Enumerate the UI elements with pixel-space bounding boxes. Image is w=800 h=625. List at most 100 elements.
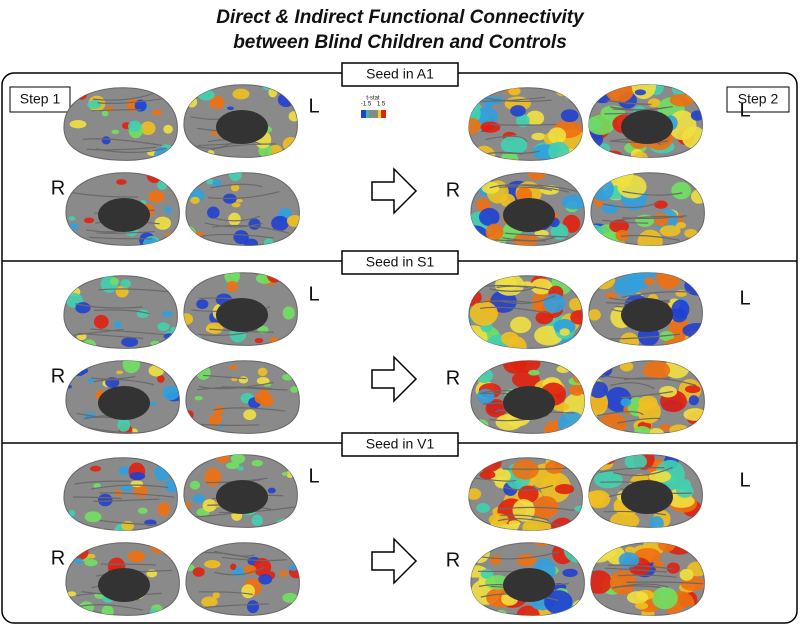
activation-spot (227, 106, 234, 111)
activation-spot (228, 365, 238, 370)
activation-spot (152, 109, 163, 116)
activation-spot (156, 275, 164, 279)
sulcus (204, 222, 263, 228)
arrow (371, 167, 418, 215)
activation-spot (470, 225, 489, 246)
activation-spot (511, 360, 541, 373)
activation-spot (508, 87, 521, 96)
sulcus (621, 291, 691, 298)
sulcus (198, 381, 274, 390)
activation-spot (148, 190, 165, 203)
activation-spot (183, 281, 194, 292)
activation-spot (157, 502, 171, 517)
activation-spot (264, 238, 274, 246)
activation-spot (185, 226, 197, 242)
activation-spot (561, 87, 583, 101)
activation-spot (468, 334, 485, 349)
activation-spot (681, 360, 697, 368)
activation-spot (93, 314, 109, 329)
activation-spot (90, 465, 102, 472)
activation-spot (468, 526, 485, 531)
sulcus (198, 591, 253, 596)
hemisphere-label: L (308, 95, 319, 117)
arrow (371, 537, 418, 585)
sulcus (98, 288, 172, 293)
sulcus (90, 328, 166, 336)
activation-spot (120, 485, 133, 492)
activation-spot (161, 310, 173, 318)
activation-spot (676, 484, 694, 498)
activation-spot (192, 567, 205, 577)
activation-spot (76, 87, 88, 100)
activation-spot (157, 375, 165, 383)
activation-spot (231, 202, 241, 208)
colorbar: -1.5 t-stat 1.5 (361, 96, 386, 118)
activation-spot (468, 117, 481, 135)
activation-spot (142, 237, 159, 246)
activation-spot (165, 232, 176, 243)
sulcus (99, 492, 175, 498)
activation-spot (654, 200, 668, 209)
activation-spot (476, 457, 502, 473)
activation-spot (495, 414, 523, 431)
activation-spot (271, 215, 289, 231)
sulcus (74, 480, 131, 485)
sulcus (197, 386, 272, 391)
step-label: Step 2 (738, 91, 779, 107)
activation-spot (67, 363, 75, 371)
activation-spot (281, 472, 289, 476)
activation-spot (238, 376, 249, 384)
activation-spot (631, 84, 657, 100)
activation-spot (149, 401, 157, 406)
title-line: Direct & Indirect Functional Connectivit… (216, 7, 585, 28)
activation-spot (648, 428, 664, 434)
activation-spot (666, 562, 680, 574)
activation-spot (254, 337, 264, 344)
activation-spot (84, 511, 102, 523)
sulcus (93, 498, 160, 503)
activation-spot (79, 367, 89, 374)
hemisphere-label: R (51, 365, 65, 387)
activation-spot (193, 360, 202, 364)
sulcus (93, 92, 154, 101)
activation-spot (284, 152, 297, 158)
activation-spot (111, 129, 120, 135)
activation-spot (291, 608, 300, 616)
sulcus (620, 215, 683, 221)
activation-spot (232, 88, 250, 100)
activation-spot (569, 238, 585, 246)
sulcus (610, 382, 655, 390)
activation-spot (185, 232, 195, 238)
activation-spot (84, 559, 98, 567)
activation-spot (679, 568, 694, 581)
activation-spot (196, 365, 211, 380)
activation-spot (63, 516, 79, 531)
sulcus (606, 99, 652, 105)
activation-spot (157, 322, 170, 331)
activation-spot (649, 516, 664, 528)
activation-spot (668, 494, 695, 508)
activation-spot (101, 136, 111, 145)
activation-spot (109, 277, 119, 286)
hemisphere-label: L (739, 287, 750, 309)
activation-spot (535, 311, 554, 325)
sulcus (620, 234, 680, 241)
activation-spot (190, 90, 198, 96)
sulcus (626, 581, 704, 585)
sulcus (623, 377, 697, 386)
activation-spot (196, 299, 209, 310)
sulcus (86, 146, 157, 151)
activation-spot (653, 212, 669, 227)
medial-wall (503, 198, 555, 232)
activation-spot (164, 206, 172, 214)
activation-spot (76, 238, 85, 246)
activation-spot (183, 281, 194, 290)
activation-spot (192, 494, 206, 503)
activation-spot (165, 363, 180, 372)
activation-spot (528, 369, 540, 376)
sulcus (602, 201, 659, 209)
activation-spot (590, 570, 613, 594)
activation-spot (205, 178, 214, 185)
activation-spot (67, 591, 77, 597)
activation-spot (489, 468, 511, 484)
